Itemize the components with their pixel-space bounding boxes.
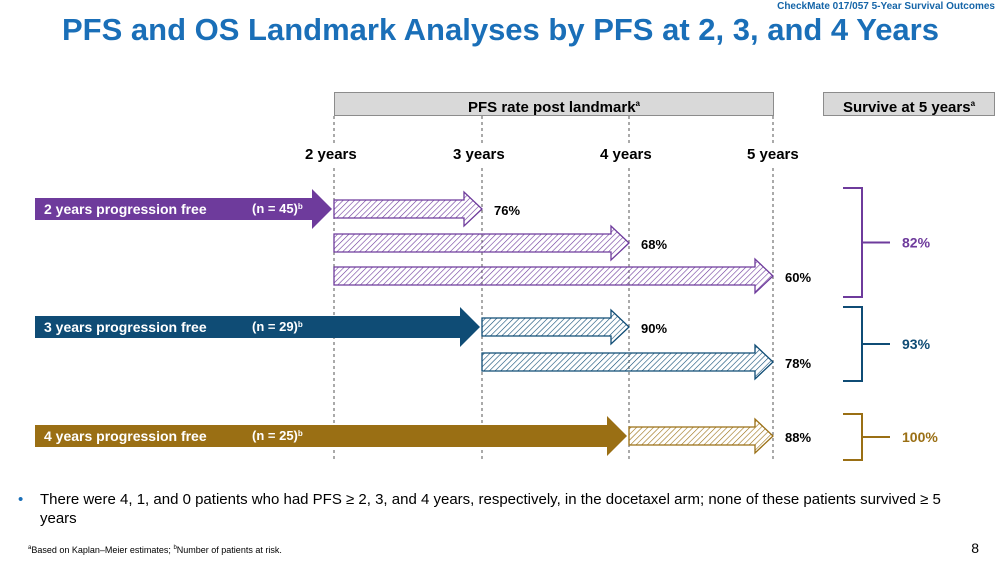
survive-bracket-2	[843, 306, 890, 382]
outcome-pct-2-1: 90%	[641, 321, 667, 336]
outcome-arrow-2-1	[481, 308, 630, 346]
outcome-arrow-3-1	[628, 417, 774, 455]
footnote-a-sup: a	[28, 545, 32, 551]
group-n-3: (n = 25)b	[252, 428, 303, 443]
pfs-rate-header-text: PFS rate post landmark	[467, 99, 636, 116]
group-label-2: 3 years progression free	[44, 319, 207, 335]
survive-pct-1: 82%	[902, 235, 931, 251]
group-label-1: 2 years progression free	[44, 201, 207, 217]
outcome-pct-1-3: 60%	[785, 270, 811, 285]
outcome-arrow-2-2	[481, 343, 774, 381]
study-label: CheckMate 017/057 5-Year Survival Outcom…	[777, 1, 995, 12]
survive-header-text: Survive at 5 years	[842, 99, 971, 116]
footnote: aBased on Kaplan–Meier estimates; bNumbe…	[28, 545, 282, 555]
group-n-2: (n = 29)b	[252, 319, 303, 334]
year-label-5: 5 years	[747, 146, 799, 163]
survive-pct-2: 93%	[902, 336, 931, 352]
group-arrow-3	[35, 416, 627, 456]
survive-pct-3: 100%	[902, 429, 938, 445]
outcome-pct-2-2: 78%	[785, 356, 811, 371]
outcome-pct-3-1: 88%	[785, 430, 811, 445]
footnote-b-text: Number of patients at risk.	[176, 545, 282, 555]
pfs-rate-header: PFS rate post landmarka	[334, 92, 774, 116]
footnote-b-sup: b	[173, 545, 177, 551]
pfs-rate-header-sup: a	[635, 99, 640, 108]
outcome-pct-1-2: 68%	[641, 237, 667, 252]
bullet-dot: •	[18, 491, 24, 508]
bullet-text: There were 4, 1, and 0 patients who had …	[40, 491, 941, 527]
survive-header-sup: a	[970, 99, 976, 108]
page-number: 8	[971, 540, 979, 556]
group-n-1: (n = 45)b	[252, 201, 303, 216]
year-label-4: 4 years	[600, 146, 652, 163]
footnote-a-text: Based on Kaplan–Meier estimates;	[31, 545, 174, 555]
year-label-3: 3 years	[453, 146, 505, 163]
outcome-arrow-1-2	[333, 224, 630, 262]
page-title: PFS and OS Landmark Analyses by PFS at 2…	[62, 12, 939, 47]
group-arrow-2	[35, 307, 480, 347]
outcome-arrow-1-3	[333, 257, 774, 295]
group-label-3: 4 years progression free	[44, 428, 207, 444]
outcome-pct-1-1: 76%	[494, 203, 520, 218]
survive-bracket-1	[843, 187, 890, 298]
survive-bracket-3	[843, 413, 890, 461]
year-label-2: 2 years	[305, 146, 357, 163]
outcome-arrow-1-1	[333, 190, 483, 228]
survive-header: Survive at 5 yearsa	[823, 92, 995, 116]
group-arrow-1	[35, 189, 332, 229]
